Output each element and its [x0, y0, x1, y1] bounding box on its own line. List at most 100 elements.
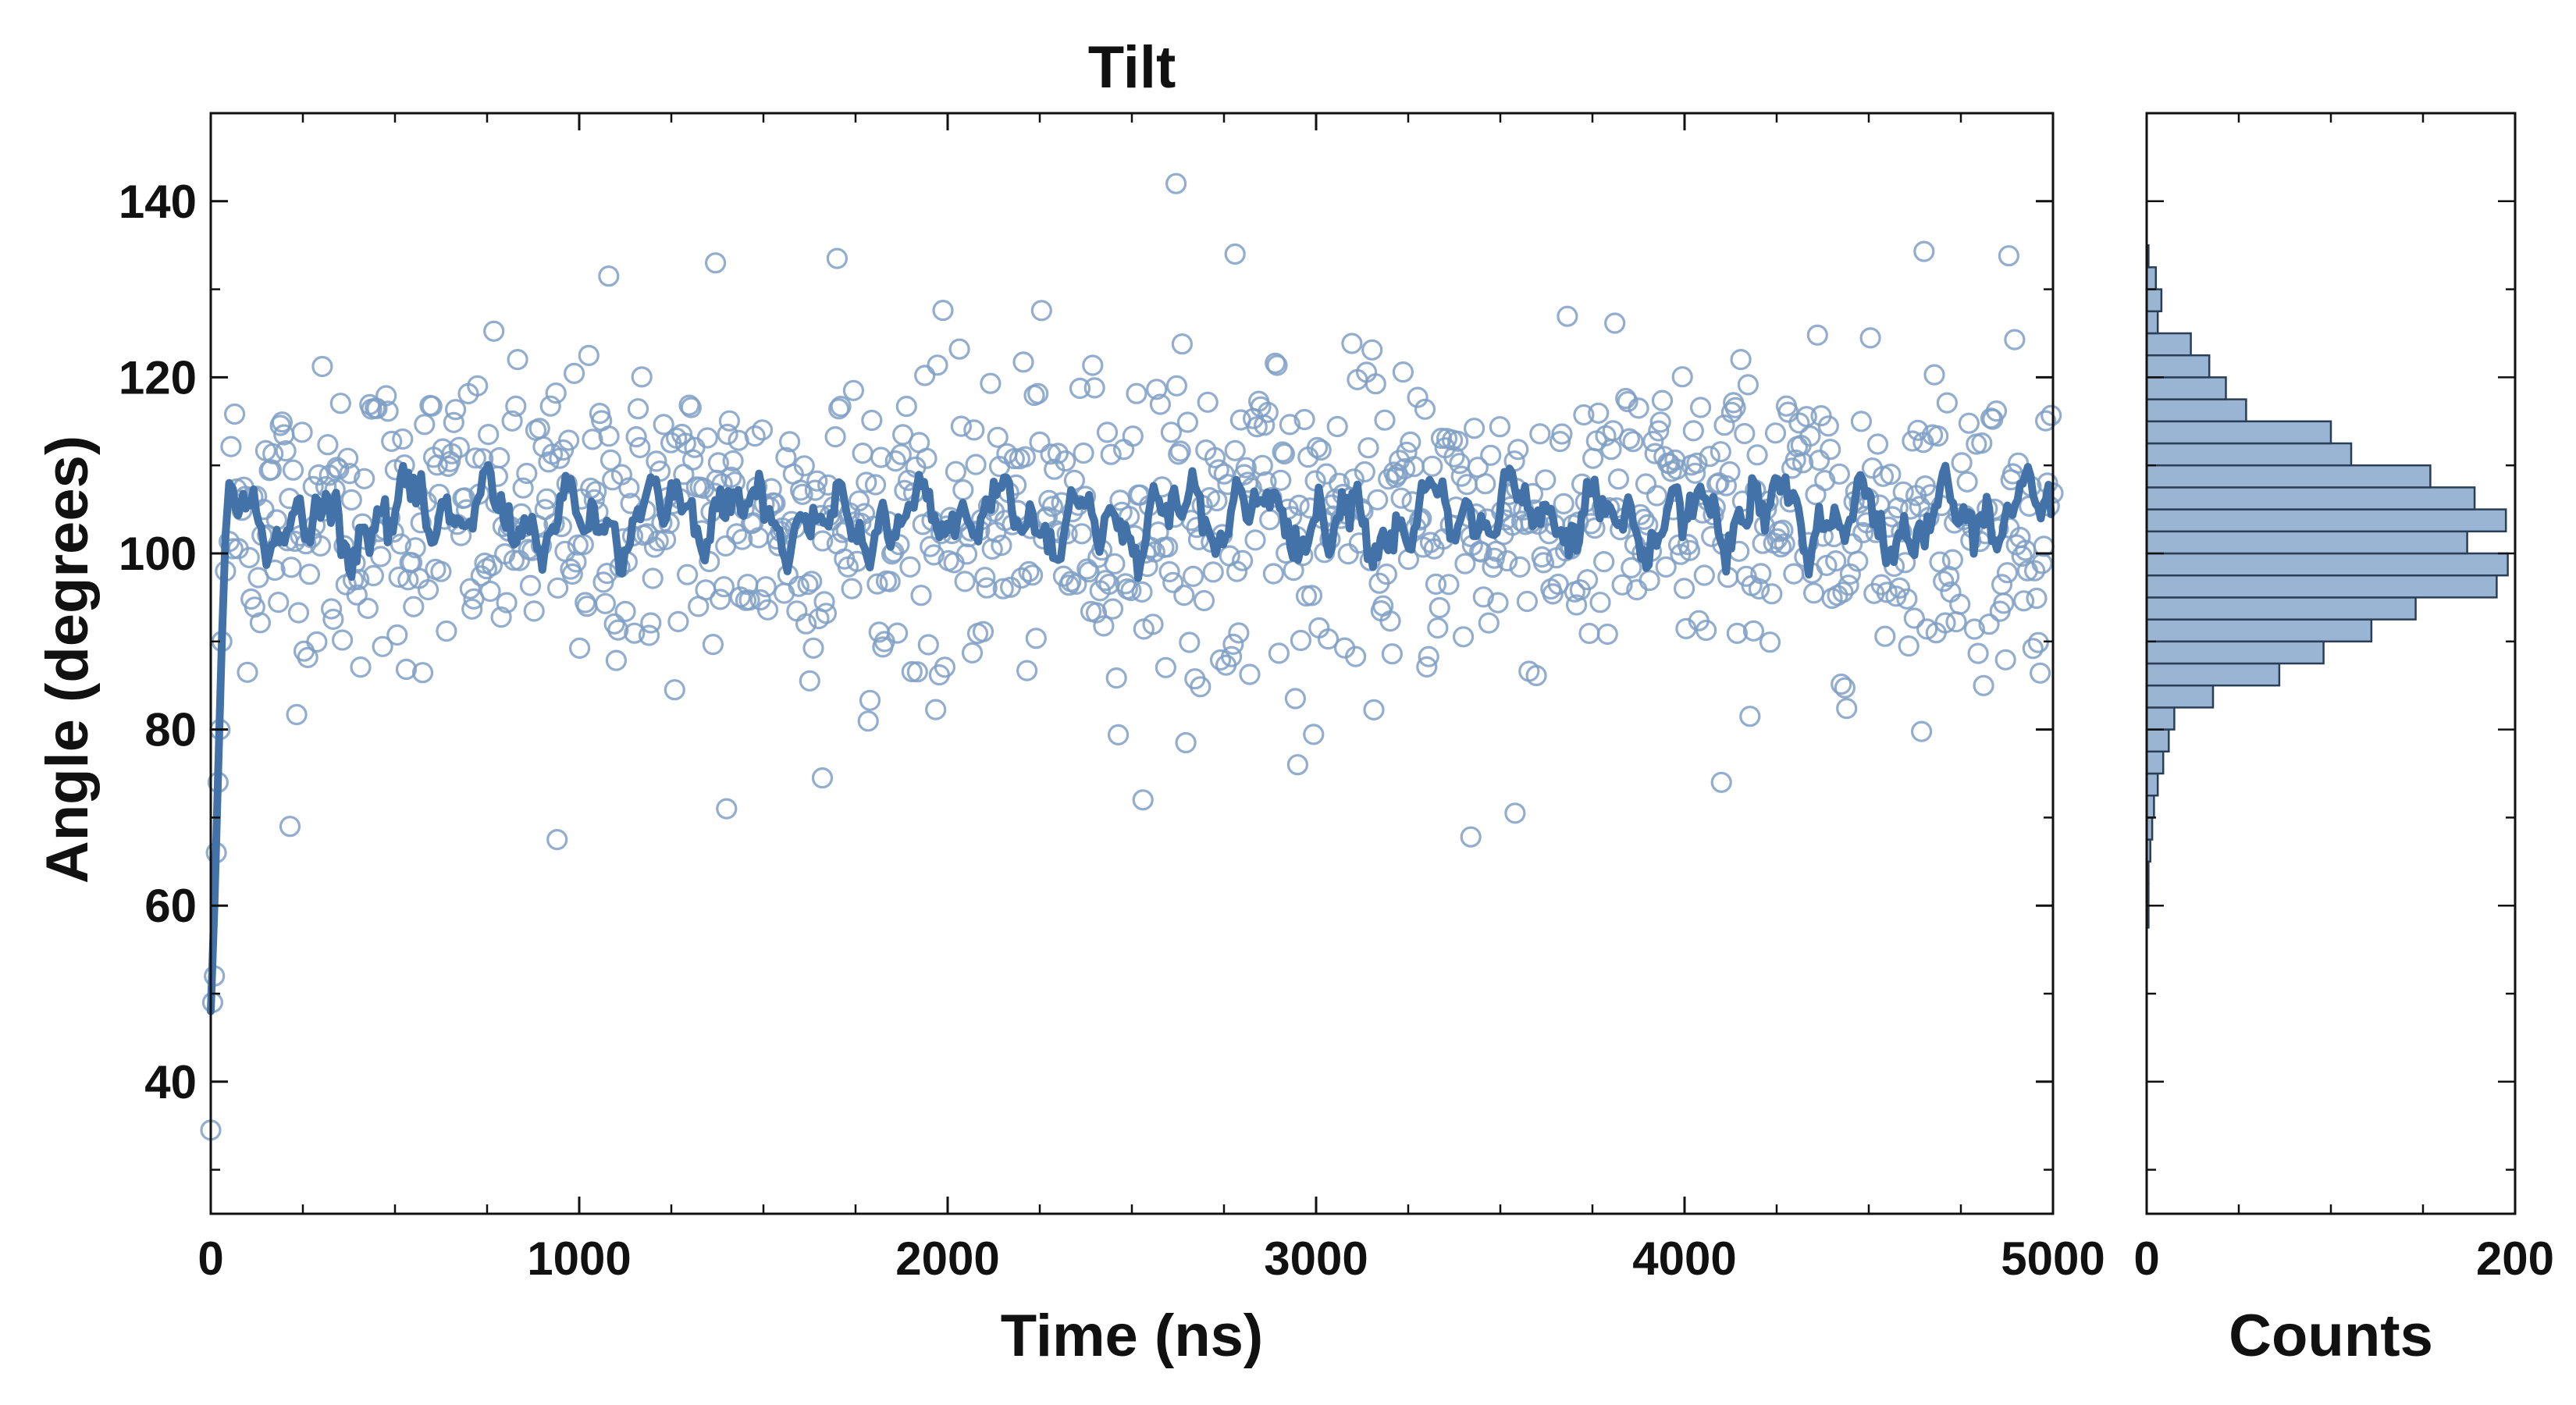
scatter-point — [1859, 327, 1881, 349]
scatter-point — [390, 533, 412, 555]
scatter-point — [410, 512, 432, 534]
running-average-line — [207, 461, 2055, 1016]
scatter-point — [535, 488, 558, 510]
scatter-point — [1742, 620, 1764, 642]
scatter-point — [1795, 406, 1817, 428]
scatter-point — [417, 578, 439, 601]
scatter-point — [1792, 452, 1814, 474]
scatter-point — [793, 455, 815, 477]
scatter-point — [870, 446, 892, 468]
scatter-point — [1226, 560, 1248, 582]
scatter-point — [1923, 364, 1945, 386]
scatter-point — [1244, 529, 1266, 551]
scatter-point — [886, 622, 909, 644]
scatter-layer — [200, 173, 2064, 1141]
scatter-point — [813, 591, 835, 613]
scatter-point — [1472, 586, 1494, 608]
scatter-point — [864, 474, 887, 496]
scatter-point — [1693, 564, 1715, 586]
scatter-point — [1770, 536, 1792, 558]
scatter-point — [1737, 374, 1759, 396]
scatter-point — [404, 537, 426, 559]
scatter-point — [713, 576, 735, 598]
scatter-point — [1761, 583, 1783, 605]
scatter-point — [1076, 558, 1098, 580]
scatter-point — [332, 629, 354, 651]
scatter-point — [718, 410, 741, 432]
scatter-point — [1228, 622, 1250, 644]
scatter-point — [1834, 677, 1856, 699]
scatter-point — [1202, 561, 1224, 583]
scatter-point — [448, 436, 470, 458]
scatter-point — [828, 398, 850, 420]
histogram-bar — [2145, 486, 2476, 510]
scatter-point — [1083, 377, 1105, 399]
scatter-point — [1679, 539, 1701, 561]
scatter-point — [1300, 585, 1323, 606]
x-tick-label: 3000 — [1264, 1232, 1368, 1285]
scatter-point — [503, 550, 525, 571]
scatter-point — [516, 462, 538, 485]
scatter-point — [1958, 412, 1980, 434]
scatter-point — [1235, 457, 1257, 478]
running-average-layer — [207, 461, 2055, 1016]
scatter-point — [1344, 646, 1367, 667]
scatter-point — [1132, 789, 1154, 811]
scatter-point — [262, 443, 284, 464]
scatter-point — [879, 571, 901, 592]
scatter-point — [1748, 578, 1770, 600]
main-plot-panel: Tilt 0 1000 2000 3000 4000 5000 40 60 80 100 120 14… — [34, 34, 2105, 1369]
scatter-point — [1197, 391, 1219, 413]
scatter-point — [1699, 446, 1720, 468]
scatter-point — [271, 411, 293, 433]
scatter-point — [1951, 452, 1973, 474]
scatter-point — [1715, 475, 1737, 496]
scatter-point — [717, 423, 738, 446]
scatter-point — [411, 662, 434, 684]
scatter-point — [642, 567, 664, 589]
scatter-point — [653, 414, 674, 436]
scatter-point — [756, 599, 779, 621]
scatter-point — [866, 573, 888, 595]
scatter-point — [1193, 589, 1215, 612]
hist-x-tick-label: 0 — [2133, 1232, 2159, 1285]
scatter-point — [1239, 663, 1261, 685]
scatter-point — [582, 429, 603, 450]
scatter-point — [1690, 397, 1712, 418]
scatter-point — [1916, 618, 1938, 640]
scatter-point — [1182, 565, 1204, 588]
scatter-point — [1685, 462, 1706, 484]
histogram-bar — [2145, 772, 2159, 797]
scatter-point — [811, 767, 834, 789]
scatter-point — [972, 621, 994, 642]
scatter-point — [1162, 571, 1184, 593]
histogram-panel: 0 200 Counts — [2133, 112, 2554, 1369]
scatter-point — [1220, 646, 1243, 667]
scatter-point — [350, 656, 372, 678]
scatter-point — [1799, 425, 1821, 447]
scatter-point — [483, 320, 505, 342]
scatter-point — [1686, 452, 1708, 474]
scatter-point — [1648, 420, 1670, 442]
scatter-point — [1206, 489, 1228, 512]
scatter-point — [1898, 635, 1920, 657]
scatter-point — [1888, 577, 1911, 599]
scatter-point — [681, 449, 704, 471]
scatter-point — [220, 436, 242, 457]
scatter-point — [934, 656, 956, 678]
scatter-point — [414, 414, 436, 436]
histogram-bar — [2145, 310, 2159, 335]
scatter-point — [1907, 419, 1929, 441]
scatter-point — [1047, 443, 1069, 464]
scatter-point — [1259, 509, 1281, 531]
scatter-point — [1326, 415, 1348, 438]
x-tick-label: 4000 — [1632, 1232, 1736, 1285]
scatter-point — [826, 247, 849, 269]
scatter-point — [489, 446, 511, 469]
scatter-point — [1480, 444, 1502, 466]
scatter-point — [696, 427, 718, 449]
x-tick-label: 0 — [197, 1232, 223, 1285]
scatter-point — [1096, 422, 1119, 443]
histogram-bar — [2145, 266, 2158, 290]
scatter-point — [1902, 430, 1923, 452]
